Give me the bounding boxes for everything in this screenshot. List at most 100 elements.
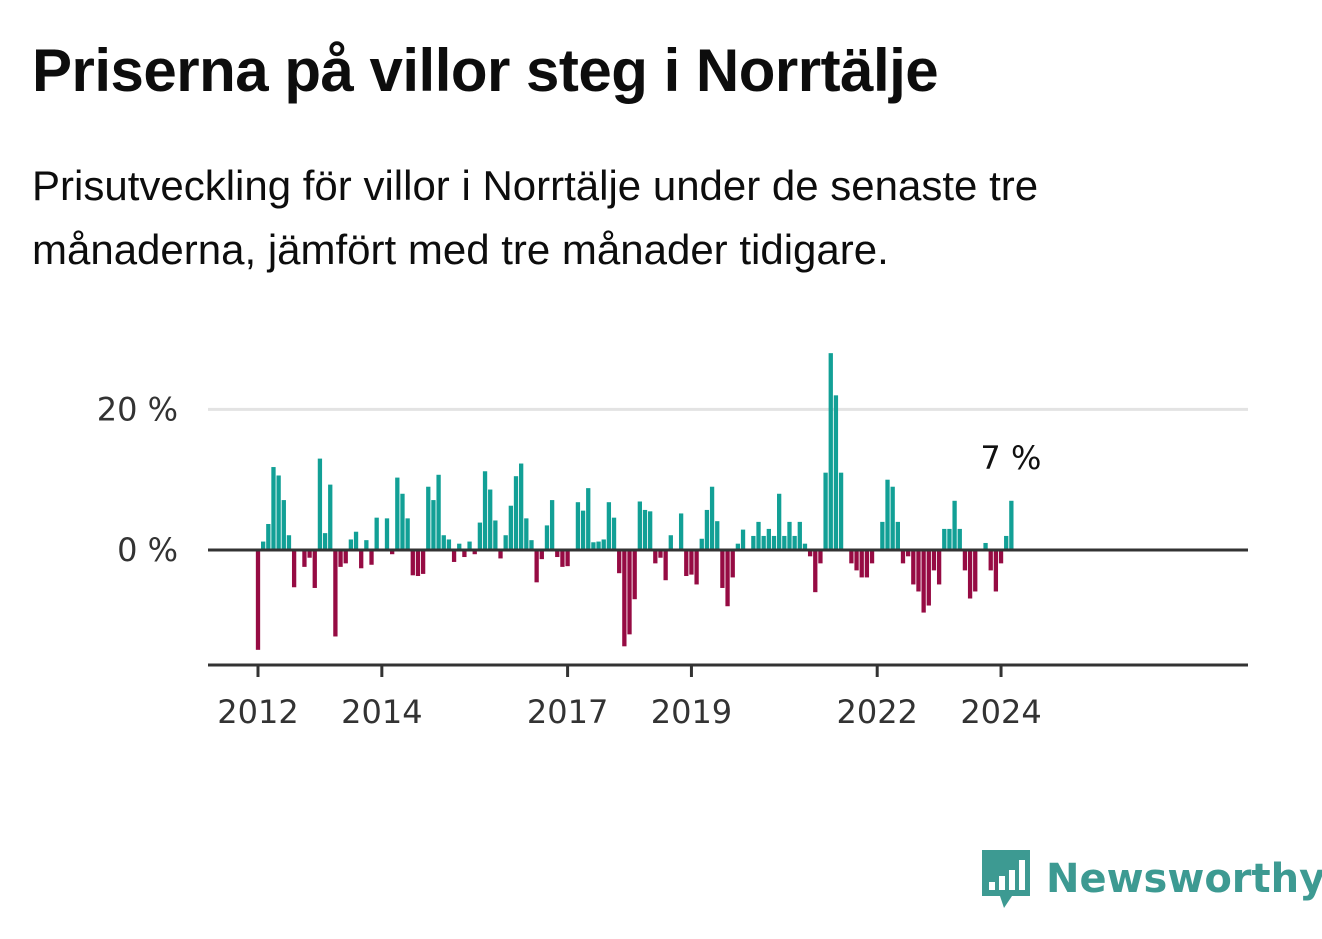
- bar: [276, 475, 281, 550]
- bar: [627, 550, 632, 635]
- bar: [426, 486, 431, 550]
- bar: [606, 502, 612, 550]
- bar: [410, 550, 415, 576]
- bar: [921, 550, 926, 613]
- bar: [792, 535, 797, 550]
- bar: [591, 542, 596, 550]
- bar: [586, 488, 591, 550]
- bar: [668, 535, 673, 550]
- bar: [720, 550, 725, 588]
- bar: [374, 517, 379, 550]
- bar: [549, 500, 555, 550]
- bar: [359, 550, 364, 569]
- bar: [648, 511, 653, 550]
- bar: [508, 505, 513, 550]
- bar: [348, 539, 354, 550]
- bar: [291, 550, 297, 588]
- bar: [467, 541, 472, 550]
- chart-title: Priserna på villor steg i Norrtälje: [32, 37, 939, 104]
- bar: [962, 550, 968, 571]
- bar: [916, 550, 921, 592]
- bar: [957, 528, 962, 550]
- bar: [993, 550, 999, 592]
- bar: [482, 471, 488, 550]
- bar: [859, 550, 864, 578]
- bar: [699, 538, 704, 550]
- bar: [952, 500, 957, 550]
- bar: [709, 486, 715, 550]
- bar: [611, 517, 617, 550]
- bar: [1009, 500, 1014, 550]
- bar: [838, 472, 844, 550]
- y-tick-label: 0 %: [117, 531, 178, 569]
- bar: [266, 523, 271, 550]
- bar: [431, 500, 436, 550]
- bar: [653, 550, 658, 564]
- bar: [694, 550, 699, 585]
- bar: [689, 550, 694, 575]
- bar: [818, 550, 823, 564]
- bar: [936, 550, 942, 585]
- bar: [364, 540, 369, 550]
- brand-logo: Newsworthy: [980, 848, 1322, 910]
- bar: [328, 484, 333, 550]
- x-tick-label: 2017: [527, 693, 608, 731]
- bar: [617, 550, 622, 574]
- bar: [885, 479, 890, 550]
- bar: [967, 550, 973, 599]
- bar: [926, 550, 931, 606]
- bar: [864, 550, 870, 578]
- bar: [395, 477, 400, 550]
- bar: [797, 521, 802, 550]
- bar: [390, 550, 395, 555]
- bar: [766, 528, 771, 550]
- bar: [400, 493, 405, 550]
- bar: [529, 540, 534, 550]
- bar: [369, 550, 374, 565]
- bar: [911, 550, 916, 585]
- bar: [880, 521, 885, 550]
- bar: [415, 550, 421, 577]
- bar: [580, 510, 586, 550]
- bar: [353, 531, 359, 550]
- bar: [255, 550, 261, 650]
- bar: [988, 550, 993, 571]
- bar: [730, 550, 735, 578]
- bar: [451, 550, 457, 562]
- bar: [740, 529, 746, 550]
- bar: [477, 522, 483, 550]
- bar: [457, 543, 462, 550]
- bar: [493, 520, 498, 550]
- bar: [338, 550, 343, 567]
- bar: [802, 543, 808, 550]
- bar: [534, 550, 539, 583]
- bar: [286, 535, 292, 550]
- bar: [983, 542, 988, 550]
- bar: [751, 535, 756, 550]
- x-tick-label: 2012: [217, 693, 298, 731]
- bar: [854, 550, 859, 571]
- bar: [947, 528, 952, 550]
- bar: [503, 535, 508, 550]
- bar: [761, 535, 766, 550]
- bar: [441, 535, 446, 550]
- bar: [900, 550, 906, 564]
- bar: [596, 541, 601, 550]
- bar: [317, 458, 323, 550]
- bar: [565, 550, 570, 567]
- bar: [998, 550, 1004, 564]
- bar: [446, 539, 452, 550]
- y-tick-label: 20 %: [97, 390, 178, 428]
- chart-subtitle: Prisutveckling för villor i Norrtälje un…: [32, 162, 1039, 273]
- bar: [869, 550, 875, 564]
- bar: [906, 550, 911, 557]
- bar: [281, 500, 286, 550]
- x-tick-label: 2014: [341, 693, 422, 731]
- bar: [271, 467, 276, 550]
- bar: [787, 521, 792, 550]
- bar: [735, 543, 741, 550]
- bar: [601, 539, 606, 550]
- newsworthy-logo-icon: [982, 850, 1030, 908]
- bar: [678, 513, 684, 550]
